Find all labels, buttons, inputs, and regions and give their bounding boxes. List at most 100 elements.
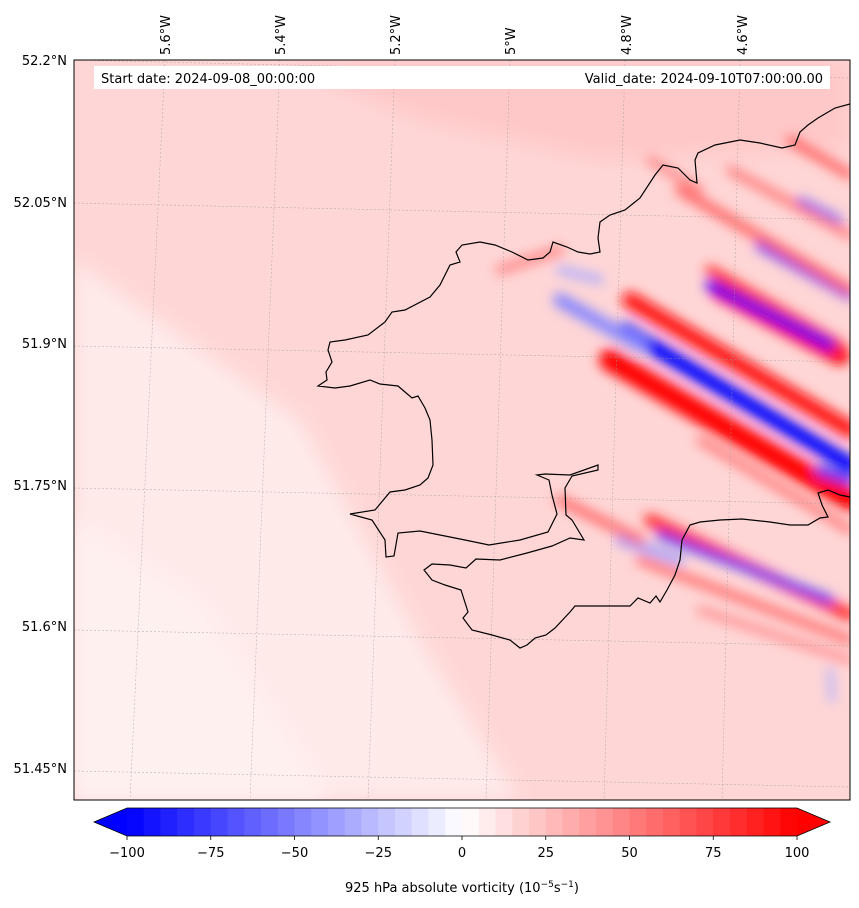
colorbar-segment [344, 808, 363, 836]
lon-label: 5.4°W [274, 15, 289, 55]
lon-label: 5.2°W [389, 15, 404, 55]
lon-labels: 5.6°W 5.4°W 5.2°W 5°W 4.8°W 4.6°W [159, 15, 751, 55]
colorbar-tick-label: 75 [705, 846, 722, 861]
info-box [94, 66, 830, 89]
colorbar-segment [646, 808, 664, 836]
colorbar-segment [763, 808, 781, 836]
lat-label: 52.2°N [22, 54, 67, 69]
gridline-lat [74, 770, 850, 788]
lat-label: 51.75°N [14, 479, 67, 494]
coastline [316, 103, 850, 649]
colorbar-segment [596, 808, 614, 836]
colorbar-tick-label: 100 [785, 846, 810, 861]
gridline-lon [367, 60, 396, 800]
colorbar-segment [579, 808, 597, 836]
colorbar-segment [261, 808, 279, 836]
colorbar-segment [277, 808, 296, 836]
colorbar-tick-label: −25 [365, 846, 392, 861]
colorbar-segment [428, 808, 446, 836]
vorticity-field [74, 60, 850, 800]
band-positive [696, 606, 850, 664]
band-negative [827, 667, 835, 703]
field-lightest-zone [74, 520, 330, 800]
colorbar-segment [663, 808, 681, 836]
colorbar-segment [244, 808, 262, 836]
colorbar-segment [529, 808, 547, 836]
band-negative [815, 465, 850, 485]
band-positive [786, 136, 850, 179]
colorbar-segment [194, 808, 212, 836]
band-negative [556, 266, 604, 284]
colorbar-segment [713, 808, 731, 836]
colorbar-min-extension [94, 808, 127, 836]
lat-label: 52.05°N [14, 196, 67, 211]
colorbar-max-extension [797, 808, 830, 836]
colorbar-segment [143, 808, 162, 836]
gridline-lat [74, 202, 850, 221]
colorbar-segment [478, 808, 497, 836]
gridline-lat [74, 487, 850, 505]
lat-label: 51.6°N [22, 620, 67, 635]
lon-label: 4.6°W [736, 15, 751, 55]
colorbar-segment [177, 808, 195, 836]
band-positive [555, 495, 645, 545]
colorbar-segment [696, 808, 714, 836]
vorticity-bands [495, 136, 850, 703]
band-positive [622, 292, 850, 438]
colorbar-tick-label: −100 [109, 846, 145, 861]
colorbar-segment [462, 808, 480, 836]
band-positive [675, 185, 850, 295]
lat-label: 51.45°N [14, 762, 67, 777]
map-frame [73, 59, 851, 801]
start-date-text: Start date: 2024-09-08_00:00:00 [101, 72, 315, 87]
lon-label: 5°W [504, 27, 519, 55]
band-negative [656, 531, 834, 604]
gridline-lat [74, 629, 850, 647]
gridline-lon [721, 60, 741, 800]
colorbar: −100 −75 −50 −25 0 25 50 75 100 925 hPa absolute… [92, 807, 832, 896]
colorbar-segment [562, 808, 580, 836]
colorbar-segment [378, 808, 396, 836]
band-negative [617, 322, 850, 473]
colorbar-segment [629, 808, 647, 836]
colorbar-segments [127, 808, 798, 836]
band-positive [599, 349, 850, 511]
band-negative [553, 293, 647, 352]
lat-label: 51.9°N [22, 337, 67, 352]
band-negative [705, 280, 835, 350]
colorbar-segment [227, 808, 245, 836]
colorbar-segment [361, 808, 379, 836]
colorbar-segment [411, 808, 430, 836]
colorbar-tick-label: −50 [281, 846, 308, 861]
colorbar-segment [328, 808, 346, 836]
band-negative [615, 535, 685, 565]
lon-label: 5.6°W [159, 15, 174, 55]
band-negative [797, 197, 843, 223]
colorbar-segment [780, 808, 798, 836]
gridline-lat [74, 345, 850, 363]
band-positive [705, 265, 845, 350]
lat-labels: 52.2°N 52.05°N 51.9°N 51.75°N 51.6°N 51.… [14, 54, 67, 777]
gridline-lon [485, 60, 511, 800]
colorbar-tick-label: −75 [197, 846, 224, 861]
colorbar-segment [679, 808, 698, 836]
colorbar-ticks: −100 −75 −50 −25 0 25 50 75 100 [109, 836, 809, 861]
colorbar-tick-label: 25 [537, 846, 554, 861]
colorbar-segment [294, 808, 312, 836]
gridline-lon [129, 60, 166, 800]
colorbar-segment [495, 808, 513, 836]
colorbar-segment [395, 808, 413, 836]
colorbar-tick-label: 50 [621, 846, 638, 861]
colorbar-segment [512, 808, 530, 836]
colorbar-segment [445, 808, 463, 836]
colorbar-title: 925 hPa absolute vorticity (10−5s−1) [345, 880, 579, 896]
colorbar-tick-label: 0 [458, 846, 466, 861]
lon-label: 4.8°W [620, 15, 635, 55]
gridline-lon [249, 60, 281, 800]
band-positive [646, 156, 704, 194]
colorbar-segment [730, 808, 748, 836]
map-panel: Start date: 2024-09-08_00:00:00 Valid_da… [14, 15, 851, 801]
gridline-lon [603, 60, 626, 800]
colorbar-segment [210, 808, 229, 836]
